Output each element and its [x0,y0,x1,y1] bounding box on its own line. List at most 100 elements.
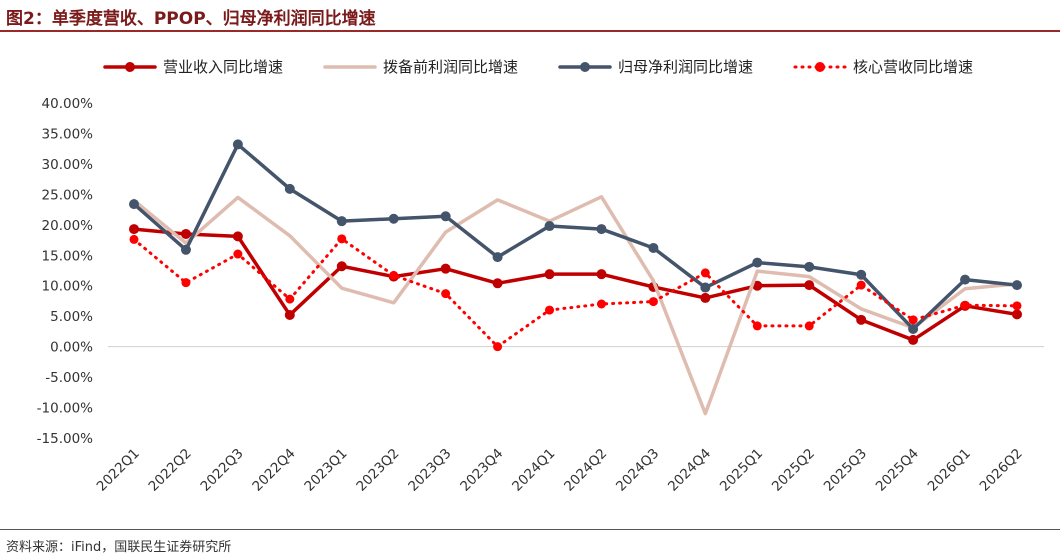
x-tick-label: 2025Q1 [717,446,766,495]
legend-label: 营业收入同比增速 [163,58,283,76]
y-tick-label: 20.00% [42,218,94,234]
data-point [856,314,867,325]
x-tick-label: 2023Q3 [405,446,454,495]
data-point [181,278,191,288]
x-tick-label: 2025Q2 [769,446,818,495]
x-tick-label: 2024Q3 [613,446,662,495]
source-note: 资料来源：iFind，国联民生证券研究所 [6,540,232,555]
data-point [129,224,139,235]
y-tick-label: 35.00% [42,126,94,142]
data-point [908,323,919,334]
data-point [441,289,451,299]
y-tick-label: -5.00% [45,370,93,386]
legend-marker [580,62,590,72]
x-tick-label: 2024Q4 [665,446,714,495]
x-tick-label: 2022Q4 [249,446,298,495]
data-point [545,305,555,315]
data-point [856,280,866,290]
series-group [129,139,1022,416]
data-point [700,282,711,293]
data-point [285,294,295,304]
legend-item: 核心营收同比增速 [793,58,973,76]
y-tick-label: -15.00% [37,431,94,447]
line-chart: 营业收入同比增速 拨备前利润同比增速 归母净利润同比增速 核心营收同比增速 40.00… [37,58,1044,495]
data-point [544,221,555,232]
series-3 [129,139,1022,334]
x-tick-label: 2024Q1 [509,446,558,495]
y-tick-label: 10.00% [42,279,94,295]
data-point [960,300,970,310]
legend-marker [125,62,135,72]
data-point [388,213,399,224]
chart-title: 图2：单季度营收、PPOP、归母净利润同比增速 [6,9,376,29]
x-tick-label: 2022Q1 [94,446,143,495]
series-line [132,237,1019,349]
legend-marker [815,62,825,72]
data-point [440,263,451,274]
data-point [389,270,399,280]
x-tick-label: 2026Q1 [925,446,974,495]
data-point [648,297,658,307]
data-point [596,224,607,235]
data-point [700,268,710,278]
series-2 [132,195,1019,416]
data-point [544,269,555,280]
data-point [129,234,139,244]
x-tick-label: 2025Q3 [821,446,870,495]
data-point [648,242,659,253]
series-line [132,142,1019,331]
footer-divider [0,529,1060,530]
data-point [284,183,295,194]
legend-label: 归母净利润同比增速 [618,58,753,76]
legend-item: 拨备前利润同比增速 [323,58,518,76]
x-axis-ticks: 2022Q1 2022Q2 2022Q3 2022Q4 2023Q1 2023Q2 2023… [94,446,1026,495]
y-tick-label: 15.00% [42,248,94,264]
legend-label: 核心营收同比增速 [853,58,973,76]
data-point [804,321,814,331]
data-point [908,315,918,325]
x-tick-label: 2023Q1 [301,446,350,495]
data-point [804,261,815,272]
data-point [233,249,243,259]
data-point [493,342,503,352]
data-point [596,269,607,280]
legend-item: 营业收入同比增速 [103,58,283,76]
data-point [1012,280,1022,291]
x-tick-label: 2023Q4 [457,446,506,495]
legend: 营业收入同比增速 拨备前利润同比增速 归母净利润同比增速 核心营收同比增速 [103,58,973,76]
series-1 [129,224,1022,345]
data-point [337,234,347,244]
data-point [752,321,762,331]
x-tick-label: 2024Q2 [561,446,610,495]
x-tick-label: 2023Q2 [353,446,402,495]
data-point [1012,301,1022,311]
data-point [232,139,243,150]
data-point [492,278,503,289]
data-point [752,257,763,268]
series-line [132,227,1019,342]
y-tick-label: 5.00% [50,309,93,325]
data-point [752,280,763,291]
data-point [180,228,191,239]
y-tick-label: 0.00% [50,340,93,356]
data-point [908,334,919,345]
data-point [284,309,295,320]
data-point [960,274,971,285]
x-tick-label: 2025Q4 [873,446,922,495]
data-point [804,280,815,291]
data-point [492,252,503,263]
data-point [336,216,347,227]
data-point [336,261,347,272]
x-tick-label: 2022Q2 [146,446,195,495]
legend-item: 归母净利润同比增速 [558,58,753,76]
data-point [1012,309,1022,320]
legend-label: 拨备前利润同比增速 [383,58,518,76]
data-point [596,299,606,309]
y-axis-ticks: 40.00% 35.00% 30.00% 25.00% 20.00% 15.00% 10.0… [37,96,94,447]
data-point [700,292,711,303]
data-point [129,199,139,210]
y-tick-label: -10.00% [37,401,94,417]
data-point [856,269,867,280]
series-4 [129,234,1022,352]
x-tick-label: 2022Q3 [198,446,247,495]
